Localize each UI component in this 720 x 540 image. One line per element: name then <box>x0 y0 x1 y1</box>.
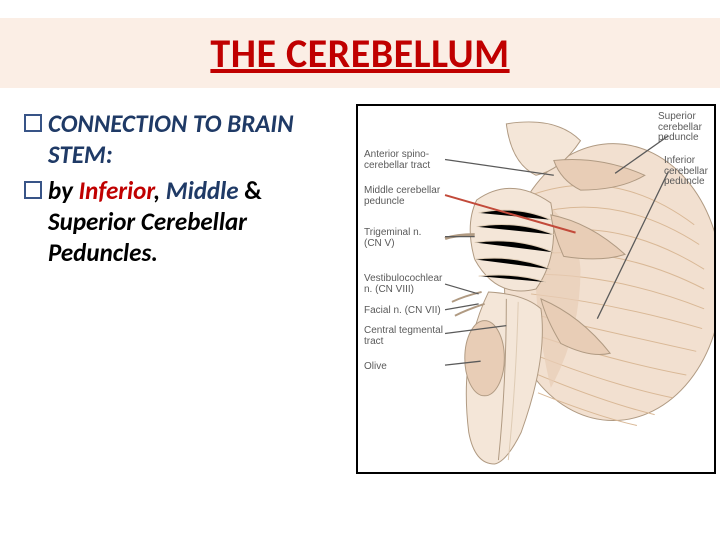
text-content: CONNECTION TO BRAIN STEM: by Inferior, M… <box>24 108 354 272</box>
label-olive: Olive <box>364 362 424 373</box>
bullet-2: by Inferior, Middle & Superior Cerebella… <box>24 175 354 269</box>
bullet-2-text: by Inferior, Middle & Superior Cerebella… <box>48 175 354 269</box>
anatomy-figure: Anterior spino-cerebellar tract Middle c… <box>356 104 716 474</box>
label-facial: Facial n. (CN VII) <box>364 306 450 317</box>
label-mid-ped: Middle cerebellarpeduncle <box>364 186 444 207</box>
bullet-square-icon <box>24 114 42 132</box>
label-inf-ped: Inferiorcerebellarpeduncle <box>664 156 716 188</box>
label-sup-ped: Superiorcerebellarpeduncle <box>658 112 714 144</box>
bullet-1: CONNECTION TO BRAIN STEM: <box>24 108 354 171</box>
page-title: THE CEREBELLUM <box>210 29 509 78</box>
label-ant-spino: Anterior spino-cerebellar tract <box>364 150 444 171</box>
label-trigeminal: Trigeminal n.(CN V) <box>364 228 444 249</box>
bullet-1-text: CONNECTION TO BRAIN STEM: <box>48 108 354 171</box>
bullet-square-icon <box>24 181 42 199</box>
label-central-teg: Central tegmentaltract <box>364 326 450 347</box>
title-band: THE CEREBELLUM <box>0 18 720 88</box>
label-vestibulo: Vestibulocochlearn. (CN VIII) <box>364 274 450 295</box>
